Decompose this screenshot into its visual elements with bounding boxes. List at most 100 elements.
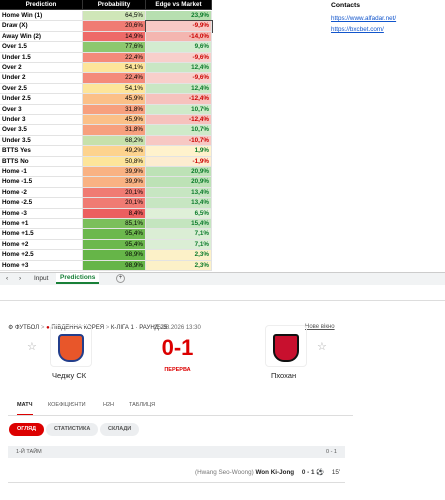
breadcrumb-item[interactable]: ПІВДЕННА КОРЕЯ [51,325,105,331]
cell: 98,9% [83,260,146,271]
table-row: BTTS Yes 49,2% 1,9% [0,146,212,157]
cell: 10,7% [146,104,212,115]
cell: 2,3% [146,250,212,261]
cell: 1,9% [146,146,212,157]
cell: 20,9% [146,177,212,188]
cell: -14,0% [146,31,212,43]
ball-icon: ⚽ [316,469,325,476]
match-widget: ⚙ ФУТБОЛ > ● ПІВДЕННА КОРЕЯ > К-ЛІГА 1 ·… [0,300,445,500]
cell: 45,9% [83,115,146,126]
cell: 8,4% [83,208,146,219]
scroll-right[interactable]: › [19,275,22,282]
table-row: Home +2 95,4% 7,1% [0,239,212,251]
cell: Home Win (1) [0,11,83,22]
favorite-star[interactable]: ☆ [317,341,327,353]
favorite-star[interactable]: ☆ [27,341,37,353]
cell: 6,5% [146,208,212,219]
sheet-tab[interactable]: Predictions [56,273,100,284]
cell: Over 1.5 [0,42,83,53]
cell: Over 2 [0,63,83,74]
cell: Away Win (2) [0,31,83,43]
cell: 13,4% [146,187,212,199]
cell: Under 3 [0,115,83,126]
cell: 13,4% [146,198,212,209]
home-team[interactable]: Чеджу СК [52,371,87,380]
cell: 12,4% [146,83,212,95]
match-status: ПЕРЕРВА [164,367,191,373]
period-name: 1-Й ТАЙМ [16,449,42,455]
cell: BTTS Yes [0,146,83,157]
match-tab[interactable]: ТАБЛИЦЯ [129,402,156,408]
away-team[interactable]: Пхохан [271,371,297,380]
breadcrumb-item[interactable]: К-ЛІГА 1 · РАУНД 25 [110,325,168,331]
header-cell: Probability [83,0,146,11]
contacts-title: Contacts [331,2,361,9]
cell: 14,9% [83,31,146,43]
event-score: 0 - 1 [301,469,315,476]
match-tab[interactable]: H2H [103,402,115,408]
cell: 20,9% [146,167,212,178]
link[interactable]: https://www.alfadar.net/ [331,15,397,22]
cell: 2,3% [146,260,212,271]
cell: 20,1% [83,187,146,199]
cell: 31,8% [83,104,146,115]
cell: 95,4% [83,239,146,251]
table-row: Home -2 20,1% 13,4% [0,187,212,199]
match-tab[interactable]: КОЕФІЦІЄНТИ [48,402,86,408]
subtab[interactable]: СТАТИСТИКА [46,423,99,436]
link[interactable]: https://bxcbet.com/ [331,26,384,33]
subtab[interactable]: ОГЛЯД [9,423,44,436]
cell: Home +2 [0,239,83,251]
table-row: Over 2.5 54,1% 12,4% [0,83,212,95]
cell: -9,6% [146,52,212,63]
cell: 85,1% [83,219,146,230]
cell: Home +2.5 [0,250,83,261]
match-tab[interactable]: МАТЧ [17,402,33,416]
cell: 15,4% [146,219,212,230]
new-window[interactable]: Нове вікно [305,324,335,330]
subtab[interactable]: СКЛАДИ [100,423,140,436]
add-sheet[interactable]: + [116,274,125,283]
table-row: Draw (X) 20,6% -9,9% [0,20,213,33]
cell: 50,8% [83,156,146,167]
cell: 23,9% [146,11,212,22]
scorer: Won Ki-Jong [255,469,295,476]
cell: Home -3 [0,208,83,219]
table-row: Home -1.5 39,9% 20,9% [0,177,212,188]
goal-event: (Hwang Seo-Woong) Won Ki-Jong 0 - 1 ⚽ 15… [195,468,340,476]
cell: 64,5% [83,11,146,22]
table-row: Over 1.5 77,6% 9,6% [0,42,212,53]
cell: 7,1% [146,239,212,251]
cell: 39,9% [83,177,146,188]
table-row: Home -2.5 20,1% 13,4% [0,198,212,209]
table-row: Home +1.5 95,4% 7,1% [0,229,212,240]
table-row: Home -3 8,4% 6,5% [0,208,212,219]
cell: 10,7% [146,125,212,136]
period-bar: 1-Й ТАЙМ 0 - 1 [8,446,345,458]
cell: -9,9% [145,20,213,33]
icon: ⚙ [8,325,16,331]
table-row: Under 3 45,9% -12,4% [0,115,212,126]
table-row: Home +2.5 98,9% 2,3% [0,250,212,261]
table-row: BTTS No 50,8% -1,9% [0,156,212,167]
cell: -12,4% [146,115,212,126]
breadcrumb-item[interactable]: ФУТБОЛ [15,325,40,331]
cell: 77,6% [83,42,146,53]
cell: -1,9% [146,156,212,167]
table-row: Home -1 39,9% 20,9% [0,167,212,178]
scroll-left[interactable]: ‹ [6,275,9,282]
match-score: 0-1 [161,335,194,360]
cell: 45,9% [83,94,146,105]
table-row: Under 1.5 22,4% -9,6% [0,52,212,63]
tab-bar: ‹ › Input Predictions + [0,272,445,285]
spreadsheet: Prediction Probability Edge vs Market Ho… [0,0,445,285]
sheet-tab[interactable]: Input [34,275,49,282]
cell: Over 3 [0,104,83,115]
table-row: Over 2 54,1% 12,4% [0,63,212,74]
cell: 20,1% [83,198,146,209]
cell: 20,6% [83,21,146,32]
cell: Over 2.5 [0,83,83,95]
cell: 31,8% [83,125,146,136]
away-logo [265,325,307,367]
cell: Home -2 [0,187,83,199]
